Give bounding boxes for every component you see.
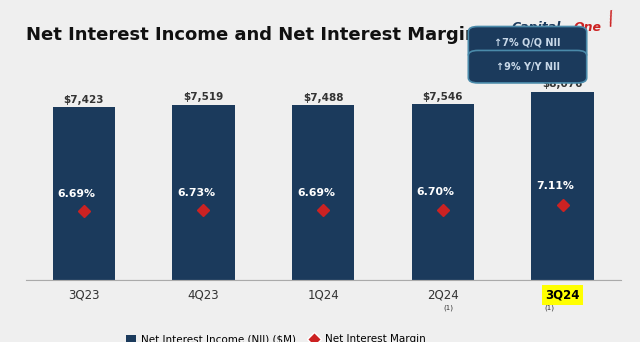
Legend: Net Interest Income (NII) ($M), Net Interest Margin: Net Interest Income (NII) ($M), Net Inte… [122, 330, 429, 342]
Text: ↑9% Y/Y NII: ↑9% Y/Y NII [495, 62, 559, 72]
Text: 6.73%: 6.73% [177, 187, 216, 198]
Text: $7,488: $7,488 [303, 93, 344, 103]
Text: $7,519: $7,519 [184, 92, 223, 102]
Text: 7.11%: 7.11% [536, 181, 574, 191]
Text: $7,423: $7,423 [63, 94, 104, 105]
Text: Capital: Capital [512, 21, 561, 34]
Text: (1): (1) [545, 304, 555, 311]
Text: (1): (1) [444, 304, 454, 311]
Text: 6.69%: 6.69% [297, 188, 335, 198]
Text: $7,546: $7,546 [422, 92, 463, 102]
Text: 6.69%: 6.69% [58, 189, 95, 199]
Text: Net Interest Income and Net Interest Margin: Net Interest Income and Net Interest Mar… [26, 26, 477, 44]
Text: One: One [573, 21, 602, 34]
Bar [172, 105, 235, 280]
Text: $8,076: $8,076 [543, 79, 583, 89]
Bar [412, 104, 474, 280]
Bar [292, 105, 355, 280]
Text: 6.70%: 6.70% [417, 187, 455, 197]
Text: ↑7% Q/Q NII: ↑7% Q/Q NII [494, 38, 561, 48]
Bar [531, 92, 594, 280]
Text: /: / [605, 9, 617, 29]
Bar [52, 107, 115, 280]
